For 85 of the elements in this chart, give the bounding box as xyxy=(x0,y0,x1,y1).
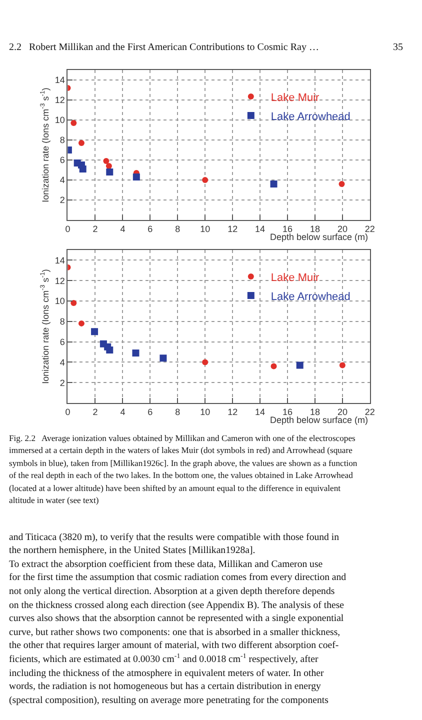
point xyxy=(338,181,345,187)
x-tick-label: 18 xyxy=(310,406,320,417)
y-tick-label: 4 xyxy=(60,357,65,368)
x-tick-label: 6 xyxy=(148,406,153,417)
legend-label: Lake Muir xyxy=(270,272,320,284)
point xyxy=(103,158,110,164)
text: 2.2 Robert Millikan and the First American Contributions to Cosmic Ray … xyxy=(9,42,319,53)
point xyxy=(106,346,114,354)
x-tick-label: 22 xyxy=(364,224,375,234)
text: 35 xyxy=(393,42,403,53)
point xyxy=(106,168,114,176)
text: immersed at a certain depth in the waters of lakes Muir (dot symbols in red) and Arrowhead (square xyxy=(9,445,353,455)
y-tick-label: 2 xyxy=(60,195,65,206)
x-tick-label: 0 xyxy=(65,406,70,417)
text: symbols in blue), taken from [Millikan1926c]. In the graph above, the values are shown as a function xyxy=(9,458,358,468)
x-tick-label: 18 xyxy=(310,224,320,234)
x-tick-label: 4 xyxy=(120,406,126,417)
x-tick-label: 8 xyxy=(175,406,180,417)
text: of the real depth in each of the two lakes. In the bottom one, the values obtained in Lake Arrowhead xyxy=(9,470,354,480)
text: the northern hemisphere, in the United States [Millikan1928a]. xyxy=(9,545,256,556)
x-tick-label: 12 xyxy=(228,406,238,417)
x-tick-label: 14 xyxy=(255,406,266,417)
point xyxy=(79,166,86,172)
x-axis-title: Depth below surface (m) xyxy=(270,415,368,425)
x-tick-label: 14 xyxy=(255,224,266,234)
text: ficients, which are estimated at 0.0030 cm$^{-1}$ and 0.0018 cm$^{-1}$ respectively, after xyxy=(9,653,319,666)
y-tick-label: 14 xyxy=(54,255,65,266)
x-tick-label: 4 xyxy=(120,224,126,234)
x-tick-label: 16 xyxy=(282,224,293,234)
point xyxy=(78,320,84,326)
text: curves also shows that the absorption cannot be represented with a single exponential xyxy=(9,613,344,624)
text: not only along the vertical direction. Absorption at a given depth therefore depends xyxy=(9,586,335,597)
text: for the first time the assumption that cosmic radiation comes from every direction and xyxy=(9,572,346,583)
x-tick-label: 0 xyxy=(65,224,70,234)
x-tick-label: 12 xyxy=(228,224,238,234)
y-tick-label: 4 xyxy=(60,175,65,186)
y-tick-label: 8 xyxy=(60,316,65,327)
point xyxy=(202,359,208,366)
x-tick-label: 6 xyxy=(148,224,153,234)
y-tick-label: 6 xyxy=(60,155,65,166)
y-tick-label: 10 xyxy=(54,296,65,306)
point xyxy=(70,300,77,306)
x-tick-label: 20 xyxy=(337,224,348,234)
y-tick-label: 2 xyxy=(60,378,65,388)
x-tick-label: 20 xyxy=(337,406,348,417)
text: To extract the absorption coefficient from these data, Millikan and Cameron use xyxy=(9,559,324,570)
text: words, the radiation is not homogeneous but has a certain distribution in energy xyxy=(9,681,321,692)
x-tick-label: 2 xyxy=(92,224,98,234)
y-tick-label: 6 xyxy=(60,336,65,347)
text: curve, but rather shows two components: one that is absorbed in a smaller thickness, xyxy=(9,627,340,638)
text: on the thickness crossed along each direction (see Appendix B). The analysis of these xyxy=(9,600,345,611)
point xyxy=(132,174,140,180)
text: and Titicaca (3820 m), to verify that the results were compatible with those found in xyxy=(9,532,340,543)
point xyxy=(270,180,278,188)
point xyxy=(339,362,346,368)
y-tick-label: 12 xyxy=(54,95,65,106)
legend-label: Lake Arrowhead xyxy=(270,110,350,123)
y-tick-label: 8 xyxy=(60,135,65,146)
point xyxy=(296,362,304,369)
point xyxy=(78,140,84,146)
x-tick-label: 16 xyxy=(282,406,293,417)
point xyxy=(160,354,167,362)
point xyxy=(106,163,112,169)
x-tick-label: 2 xyxy=(92,406,98,417)
text: altitude in water (see text) xyxy=(9,495,99,505)
x-tick-label: 10 xyxy=(200,406,210,417)
legend-label: Lake Muir xyxy=(270,92,320,104)
point xyxy=(70,120,77,126)
y-tick-label: 12 xyxy=(54,276,65,286)
point xyxy=(132,350,140,357)
x-tick-label: 8 xyxy=(175,224,180,234)
text: including the thickness of the atmosphere in equivalent meters of water. In other xyxy=(9,668,325,679)
text: (located at a lower altitude) have been shifted by an amount equal to the difference in equivalent xyxy=(9,483,342,493)
legend-label: Lake Arrowhead xyxy=(270,290,350,303)
point xyxy=(202,177,208,183)
x-axis-title: Depth below surface (m) xyxy=(270,232,368,242)
point xyxy=(270,363,277,370)
x-tick-label: 22 xyxy=(364,406,375,417)
caption: Fig. 2.2 Average ionization values obtained by Millikan and Cameron with one of the electroscopes xyxy=(9,433,356,443)
text: (spectral composition), resulting on average more penetrating for the components xyxy=(9,695,329,706)
text: the other that requires larger amount of material, with two different absorption coef- xyxy=(9,640,339,651)
point xyxy=(91,328,98,336)
y-tick-label: 14 xyxy=(54,75,65,86)
x-tick-label: 10 xyxy=(200,224,210,234)
y-tick-label: 10 xyxy=(54,115,65,126)
